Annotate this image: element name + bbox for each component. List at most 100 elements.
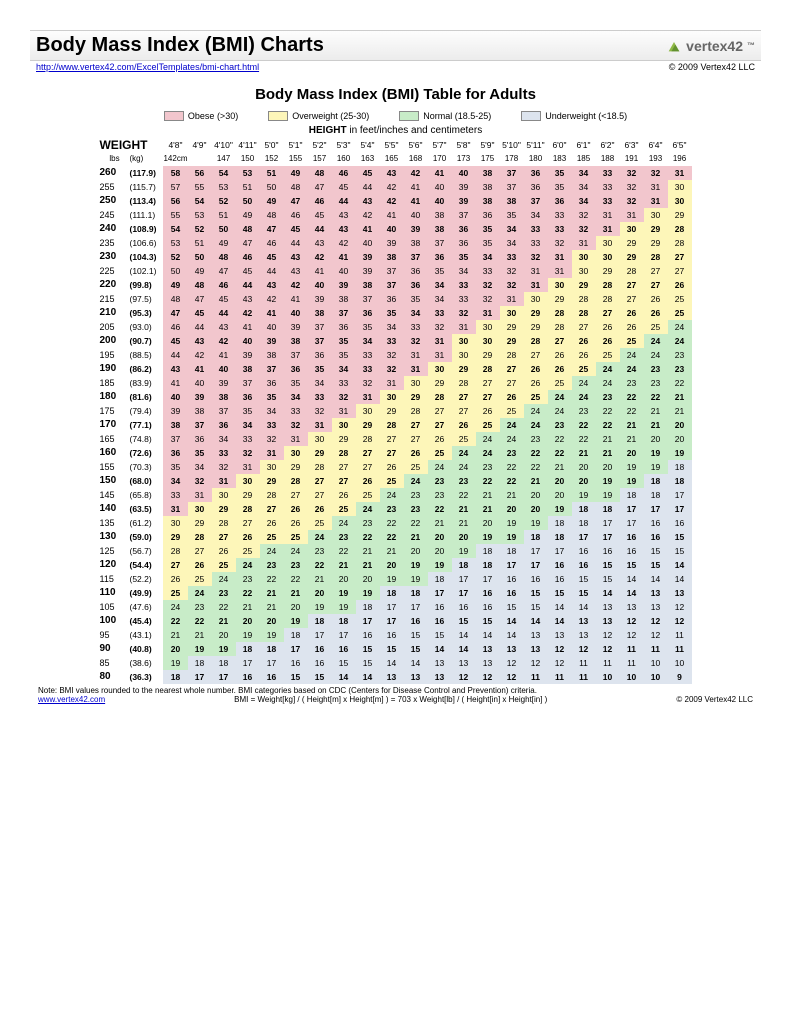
bmi-cell: 25 — [260, 530, 284, 544]
bmi-cell: 30 — [596, 250, 620, 264]
footer-url[interactable]: www.vertex42.com — [38, 695, 105, 704]
bmi-cell: 17 — [260, 656, 284, 670]
bmi-cell: 16 — [284, 656, 308, 670]
bmi-cell: 34 — [428, 278, 452, 292]
weight-lbs: 80 — [99, 670, 129, 684]
legend-swatch — [268, 111, 288, 121]
bmi-cell: 37 — [236, 376, 260, 390]
bmi-cell: 24 — [476, 432, 500, 446]
legend-item: Normal (18.5-25) — [399, 111, 491, 121]
bmi-cell: 40 — [404, 208, 428, 222]
bmi-cell: 23 — [236, 572, 260, 586]
legend-swatch — [521, 111, 541, 121]
height-cm: 160 — [332, 152, 356, 166]
legend-label: Normal (18.5-25) — [423, 111, 491, 121]
bmi-cell: 21 — [332, 558, 356, 572]
bmi-cell: 22 — [163, 614, 187, 628]
weight-lbs: 255 — [99, 180, 129, 194]
bmi-cell: 16 — [500, 572, 524, 586]
bmi-cell: 26 — [548, 362, 572, 376]
bmi-cell: 32 — [380, 362, 404, 376]
bmi-cell: 16 — [620, 544, 644, 558]
bmi-cell: 44 — [260, 264, 284, 278]
bmi-cell: 29 — [620, 250, 644, 264]
bmi-cell: 16 — [596, 544, 620, 558]
bmi-cell: 23 — [644, 362, 668, 376]
bmi-cell: 55 — [188, 180, 212, 194]
bmi-cell: 46 — [284, 208, 308, 222]
bmi-cell: 11 — [668, 628, 692, 642]
table-row: 165(74.8)3736343332313029282727262524242… — [99, 432, 691, 446]
bmi-cell: 39 — [380, 236, 404, 250]
bmi-cell: 19 — [260, 628, 284, 642]
bmi-cell: 38 — [476, 180, 500, 194]
bmi-cell: 22 — [212, 600, 236, 614]
bmi-cell: 29 — [548, 292, 572, 306]
bmi-cell: 21 — [644, 404, 668, 418]
bmi-cell: 44 — [236, 278, 260, 292]
bmi-cell: 30 — [332, 418, 356, 432]
bmi-cell: 31 — [644, 180, 668, 194]
table-row: 250(113.4)565452504947464443424140393838… — [99, 194, 691, 208]
bmi-cell: 19 — [620, 460, 644, 474]
table-row: 120(54.4)2726252423232221212019191818171… — [99, 558, 691, 572]
bmi-cell: 33 — [356, 348, 380, 362]
bmi-cell: 38 — [404, 236, 428, 250]
bmi-cell: 21 — [452, 516, 476, 530]
bmi-cell: 19 — [284, 614, 308, 628]
bmi-cell: 15 — [356, 642, 380, 656]
bmi-cell: 18 — [476, 558, 500, 572]
bmi-cell: 26 — [620, 320, 644, 334]
bmi-cell: 30 — [500, 306, 524, 320]
bmi-cell: 27 — [236, 516, 260, 530]
bmi-cell: 27 — [188, 544, 212, 558]
bmi-cell: 20 — [404, 544, 428, 558]
bmi-cell: 23 — [404, 502, 428, 516]
bmi-cell: 32 — [380, 348, 404, 362]
weight-kg: (47.6) — [129, 600, 163, 614]
bmi-cell: 12 — [644, 628, 668, 642]
bmi-cell: 33 — [284, 404, 308, 418]
logo-icon — [666, 38, 682, 54]
page-title: Body Mass Index (BMI) Charts — [36, 34, 324, 57]
bmi-cell: 32 — [428, 320, 452, 334]
weight-kg: (111.1) — [129, 208, 163, 222]
source-url-link[interactable]: http://www.vertex42.com/ExcelTemplates/b… — [36, 62, 259, 72]
bmi-cell: 34 — [163, 474, 187, 488]
weight-kg: (99.8) — [129, 278, 163, 292]
bmi-cell: 15 — [284, 670, 308, 684]
weight-lbs: 170 — [99, 418, 129, 432]
bmi-cell: 20 — [668, 418, 692, 432]
bmi-cell: 37 — [308, 320, 332, 334]
bmi-cell: 24 — [548, 404, 572, 418]
bmi-cell: 21 — [188, 628, 212, 642]
bmi-cell: 23 — [500, 446, 524, 460]
height-ftin: 4'11" — [236, 138, 260, 152]
bmi-cell: 33 — [332, 376, 356, 390]
weight-kg: (104.3) — [129, 250, 163, 264]
table-row: 220(99.8)4948464443424039383736343332323… — [99, 278, 691, 292]
weight-kg: (86.2) — [129, 362, 163, 376]
bmi-cell: 35 — [163, 460, 187, 474]
bmi-cell: 20 — [620, 446, 644, 460]
weight-lbs: 200 — [99, 334, 129, 348]
bmi-cell: 28 — [188, 530, 212, 544]
bmi-cell: 35 — [284, 376, 308, 390]
bmi-cell: 19 — [668, 446, 692, 460]
bmi-cell: 36 — [284, 362, 308, 376]
bmi-cell: 34 — [332, 362, 356, 376]
height-axis-label: HEIGHT in feet/inches and centimeters — [30, 125, 761, 136]
bmi-cell: 16 — [476, 586, 500, 600]
weight-kg: (108.9) — [129, 222, 163, 236]
bmi-cell: 20 — [476, 516, 500, 530]
weight-kg: (74.8) — [129, 432, 163, 446]
bmi-cell: 40 — [308, 278, 332, 292]
bmi-cell: 14 — [356, 670, 380, 684]
bmi-cell: 16 — [572, 558, 596, 572]
bmi-cell: 43 — [260, 278, 284, 292]
height-ftin: 6'3" — [620, 138, 644, 152]
bmi-cell: 27 — [572, 320, 596, 334]
bmi-cell: 14 — [476, 628, 500, 642]
bmi-cell: 48 — [188, 278, 212, 292]
bmi-cell: 42 — [308, 250, 332, 264]
